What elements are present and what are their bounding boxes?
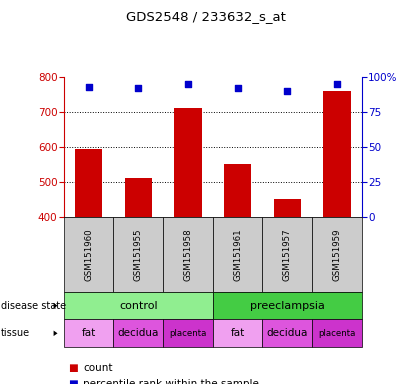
Bar: [75, 149, 102, 217]
Text: GSM151955: GSM151955: [134, 228, 143, 281]
Text: GSM151959: GSM151959: [332, 228, 342, 281]
Point: [85, 84, 92, 90]
Text: disease state: disease state: [1, 301, 66, 311]
Point: [284, 88, 291, 94]
Text: fat: fat: [231, 328, 245, 338]
Text: percentile rank within the sample: percentile rank within the sample: [83, 379, 259, 384]
Bar: [274, 199, 301, 217]
Text: GSM151961: GSM151961: [233, 228, 242, 281]
Text: GSM151958: GSM151958: [183, 228, 192, 281]
Point: [135, 85, 141, 91]
Text: ■: ■: [68, 363, 78, 373]
Point: [234, 85, 241, 91]
Text: ■: ■: [68, 379, 78, 384]
Bar: [323, 91, 351, 217]
Text: decidua: decidua: [118, 328, 159, 338]
Text: tissue: tissue: [1, 328, 30, 338]
Text: decidua: decidua: [266, 328, 308, 338]
Bar: [125, 179, 152, 217]
Text: control: control: [119, 301, 157, 311]
Text: fat: fat: [81, 328, 96, 338]
Text: GSM151957: GSM151957: [283, 228, 292, 281]
Bar: [224, 164, 251, 217]
Text: placenta: placenta: [318, 329, 356, 338]
Point: [185, 81, 191, 87]
Text: count: count: [83, 363, 113, 373]
Point: [334, 81, 340, 87]
Text: preeclampsia: preeclampsia: [250, 301, 325, 311]
Text: placenta: placenta: [169, 329, 207, 338]
Text: GSM151960: GSM151960: [84, 228, 93, 281]
Text: GDS2548 / 233632_s_at: GDS2548 / 233632_s_at: [126, 10, 285, 23]
Bar: [174, 108, 201, 217]
